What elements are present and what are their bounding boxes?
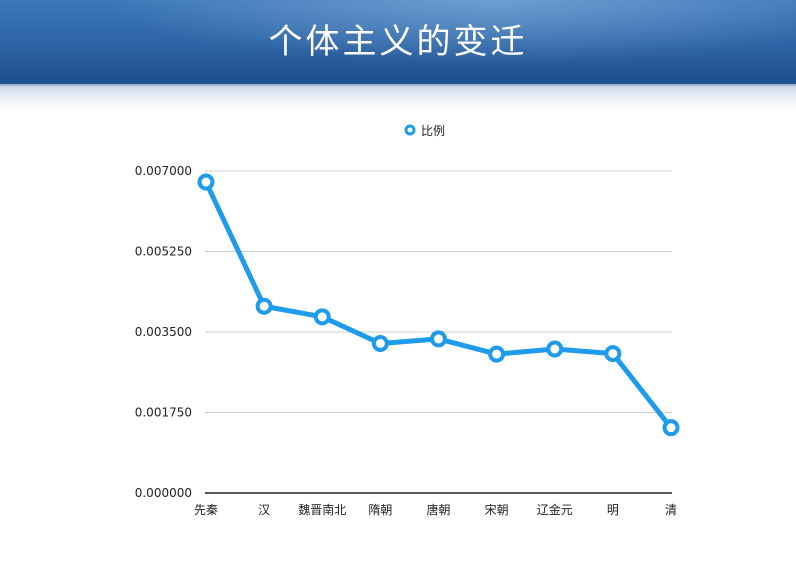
y-tick-label: 0.003500 bbox=[135, 325, 192, 339]
slide-title: 个体主义的变迁 bbox=[268, 22, 528, 62]
series-line bbox=[203, 179, 674, 431]
grid-lines bbox=[205, 170, 672, 413]
banner-highlight bbox=[0, 0, 796, 84]
x-tick-label: 明 bbox=[607, 503, 619, 517]
x-tick-label: 唐朝 bbox=[426, 502, 450, 517]
y-tick-label: 0.005250 bbox=[135, 245, 192, 259]
data-point bbox=[371, 335, 389, 352]
y-tick-label: 0.007000 bbox=[135, 164, 192, 178]
chart-legend: 比例 bbox=[404, 124, 445, 138]
data-point bbox=[604, 345, 622, 363]
data-point bbox=[430, 330, 447, 348]
x-tick-label: 魏晋南北 bbox=[298, 502, 346, 517]
x-tick-label: 隋朝 bbox=[368, 503, 392, 517]
x-tick-label: 清 bbox=[665, 503, 677, 517]
banner-divider bbox=[0, 84, 796, 86]
data-points bbox=[197, 173, 680, 437]
banner-shadow bbox=[0, 84, 796, 110]
x-tick-label: 先秦 bbox=[194, 503, 218, 517]
data-point bbox=[313, 308, 331, 326]
x-tick-label: 汉 bbox=[258, 503, 270, 517]
data-point bbox=[488, 345, 506, 363]
y-tick-label: 0.000000 bbox=[135, 486, 192, 500]
x-axis-ticks: 先秦 汉 魏晋南北 隋朝 唐朝 宋朝 辽金元 明 清 bbox=[194, 502, 677, 517]
x-tick-label: 辽金元 bbox=[537, 502, 573, 517]
legend-marker bbox=[404, 124, 416, 136]
data-point bbox=[255, 297, 273, 315]
title-banner: 个体主义的变迁 bbox=[0, 0, 796, 84]
y-tick-label: 0.001750 bbox=[135, 406, 192, 420]
data-point bbox=[662, 419, 680, 437]
data-point bbox=[197, 173, 215, 191]
legend-label: 比例 bbox=[421, 124, 445, 138]
data-point bbox=[546, 340, 564, 358]
x-tick-label: 宋朝 bbox=[485, 502, 509, 517]
y-axis-ticks: 0.000000 0.001750 0.003500 0.005250 0.007000 bbox=[135, 164, 192, 500]
